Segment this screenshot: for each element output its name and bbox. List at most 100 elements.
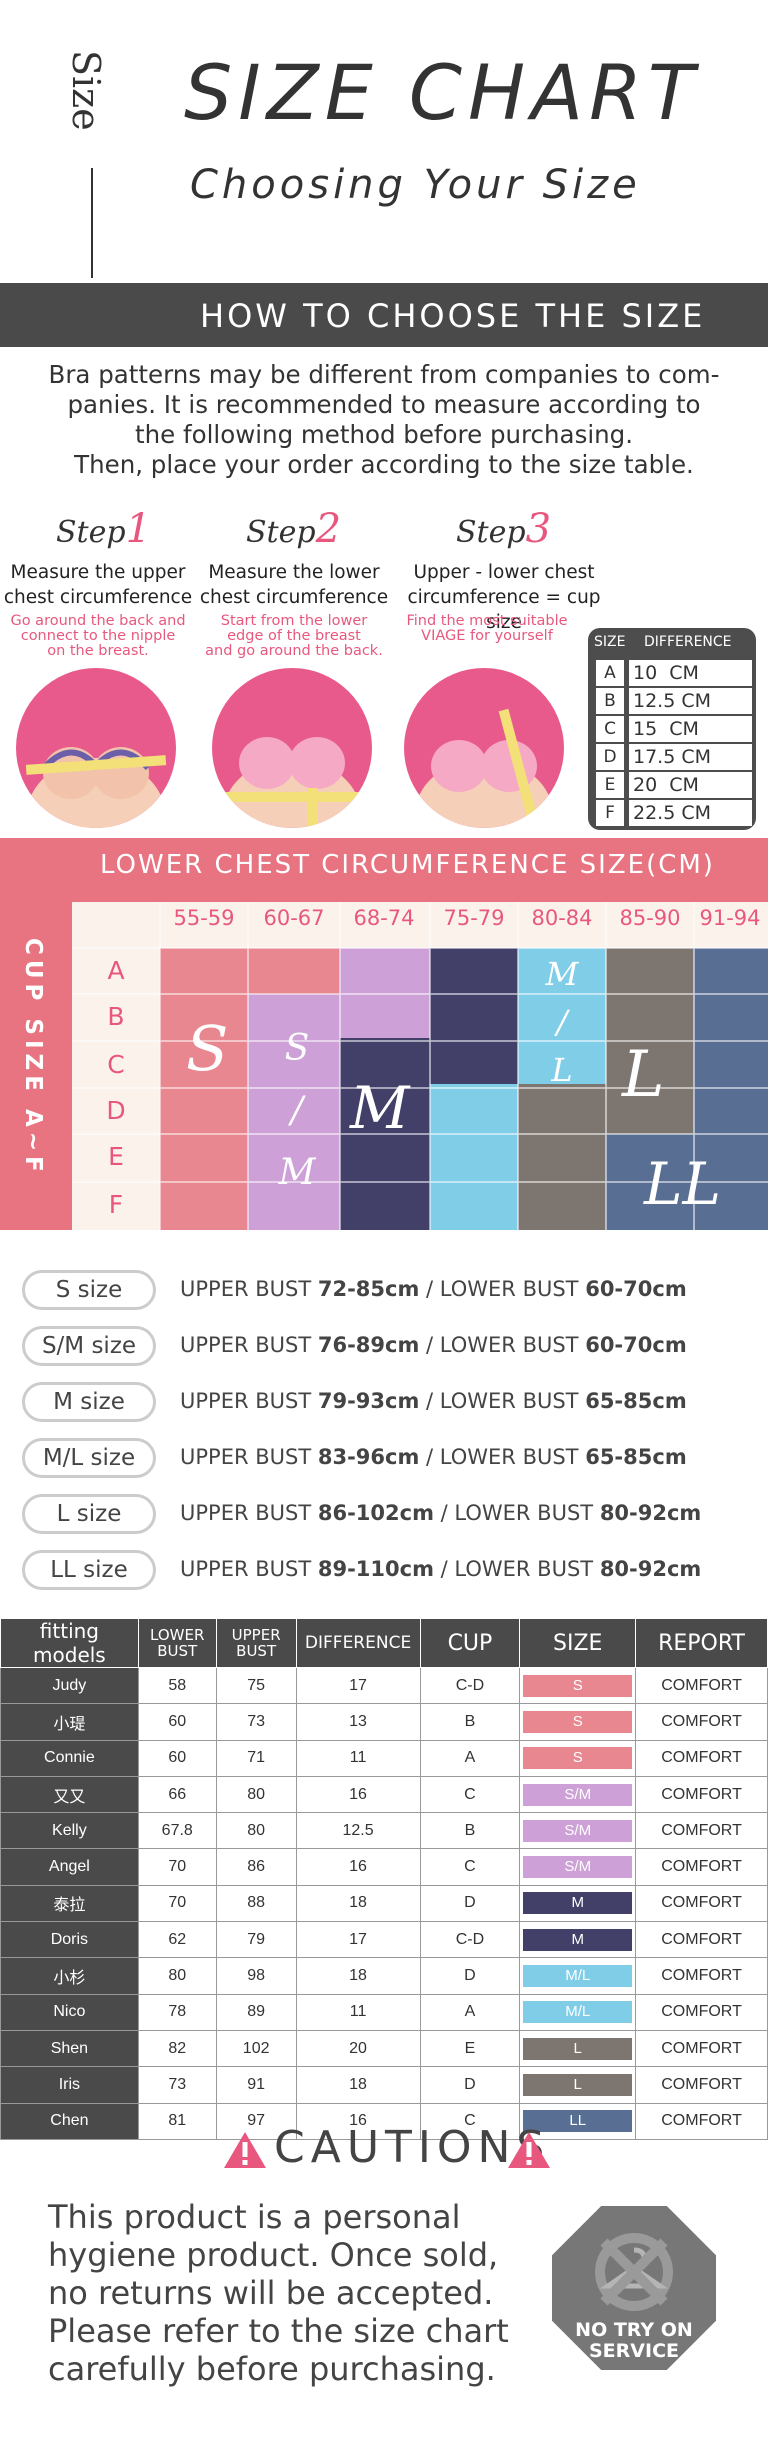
column-header: 55-59 bbox=[173, 906, 235, 930]
size-cell: L bbox=[519, 2066, 637, 2104]
size-cell: M bbox=[519, 1921, 637, 1959]
column-header: 80-84 bbox=[531, 906, 593, 930]
size-badge: S bbox=[523, 1747, 633, 1770]
size-badge: M bbox=[523, 1928, 633, 1951]
size-badge: S/M bbox=[523, 1856, 633, 1879]
cup-cell: C bbox=[419, 1775, 521, 1814]
report-cell: COMFORT bbox=[635, 1739, 768, 1777]
upper-bust-cell: 97 bbox=[215, 2102, 297, 2140]
column-header: LOWER BUST bbox=[137, 1618, 217, 1668]
size-cell: M/L bbox=[519, 1993, 637, 2031]
lower-bust-cell: 60 bbox=[137, 1739, 217, 1777]
size-range: UPPER BUST 89-110cm / LOWER BUST 80-92cm bbox=[180, 1557, 702, 1581]
size-cell: S bbox=[519, 1739, 637, 1777]
zone-ml bbox=[518, 948, 606, 1084]
size-cell: M/L bbox=[519, 1957, 637, 1995]
table-row: Chen 81 97 16 C LL COMFORT bbox=[0, 2102, 768, 2140]
size-cell: M bbox=[519, 1884, 637, 1923]
grid-title: LOWER CHEST CIRCUMFERENCE SIZE(CM) bbox=[100, 850, 715, 880]
row-header: F bbox=[108, 1190, 124, 1219]
row-header: A bbox=[107, 956, 125, 985]
report-cell: COMFORT bbox=[635, 1848, 768, 1886]
table-row: Nico 78 89 11 A M/L COMFORT bbox=[0, 1993, 768, 2031]
lower-bust-cell: 82 bbox=[137, 2029, 217, 2068]
grid-lines bbox=[72, 902, 768, 1230]
cup-cell: C bbox=[419, 1848, 521, 1886]
table-row: 小瑅 60 73 13 B S COMFORT bbox=[0, 1703, 768, 1741]
difference-cell: 17 bbox=[295, 1921, 421, 1959]
cup-cell: C bbox=[419, 2102, 521, 2140]
difference-row: D 17.5 CM bbox=[596, 744, 752, 770]
size-pill: S/M size bbox=[22, 1326, 156, 1366]
difference-cell: 11 bbox=[295, 1993, 421, 2031]
size-badge: S bbox=[523, 1710, 633, 1733]
cup-cell: A bbox=[419, 1993, 521, 2031]
upper-bust-cell: 98 bbox=[215, 1957, 297, 1995]
difference-row: F 22.5 CM bbox=[596, 800, 752, 826]
difference-cell: 20 bbox=[295, 2029, 421, 2068]
size-badge: S/M bbox=[523, 1819, 633, 1842]
step-1-hint: Go around the back and connect to the nip… bbox=[10, 613, 186, 659]
size-pill: S size bbox=[22, 1270, 156, 1310]
size-cell: S/M bbox=[519, 1812, 637, 1850]
table-row: 泰拉 70 88 18 D M COMFORT bbox=[0, 1884, 768, 1923]
cup-cell: A bbox=[419, 1739, 521, 1777]
page-title: SIZE CHART bbox=[184, 48, 701, 137]
step-2-label: Step2 bbox=[246, 506, 342, 552]
report-cell: COMFORT bbox=[635, 1812, 768, 1850]
zone-label-s: S bbox=[186, 1012, 229, 1085]
column-header: 68-74 bbox=[353, 906, 415, 930]
size-cell: S/M bbox=[519, 1775, 637, 1814]
report-cell: COMFORT bbox=[635, 1993, 768, 2031]
model-name: 又又 bbox=[0, 1775, 139, 1814]
grid-side-band bbox=[0, 902, 72, 1230]
model-name: Shen bbox=[0, 2029, 139, 2068]
zone-s bbox=[160, 948, 248, 1230]
model-name: Connie bbox=[0, 1739, 139, 1777]
cup-cell: B bbox=[419, 1812, 521, 1850]
column-header: 75-79 bbox=[443, 906, 505, 930]
model-name: Chen bbox=[0, 2102, 139, 2140]
lower-bust-cell: 62 bbox=[137, 1921, 217, 1959]
size-badge: M/L bbox=[523, 2001, 633, 2024]
difference-row: E 20 CM bbox=[596, 772, 752, 798]
difference-cell: 16 bbox=[295, 2102, 421, 2140]
cautions-text: This product is a personal hygiene produ… bbox=[48, 2198, 509, 2388]
model-name: Kelly bbox=[0, 1812, 139, 1850]
report-cell: COMFORT bbox=[635, 1775, 768, 1814]
intro-line: panies. It is recommended to measure acc… bbox=[67, 390, 701, 419]
model-name: Angel bbox=[0, 1848, 139, 1886]
cup-size-label: CUP SIZE A~F bbox=[20, 938, 46, 1177]
hanger-crossed-icon bbox=[595, 2233, 673, 2311]
size-range: UPPER BUST 86-102cm / LOWER BUST 80-92cm bbox=[180, 1501, 702, 1525]
difference-row: B 12.5 CM bbox=[596, 688, 752, 714]
size-pill: L size bbox=[22, 1494, 156, 1534]
table-row: 小杉 80 98 18 D M/L COMFORT bbox=[0, 1957, 768, 1995]
difference-row: A 10 CM bbox=[596, 660, 752, 686]
upper-bust-cell: 86 bbox=[215, 1848, 297, 1886]
lower-bust-cell: 60 bbox=[137, 1703, 217, 1741]
lower-bust-cell: 58 bbox=[137, 1666, 217, 1705]
difference-cell: 18 bbox=[295, 1884, 421, 1923]
size-badge: M bbox=[523, 1892, 633, 1915]
size-pill: M size bbox=[22, 1382, 156, 1422]
zone-sm bbox=[340, 948, 430, 1038]
difference-header-value: DIFFERENCE bbox=[644, 634, 732, 650]
table-row: Judy 58 75 17 C-D S COMFORT bbox=[0, 1666, 768, 1705]
step-3-label: Step3 bbox=[456, 506, 552, 552]
side-word: Size bbox=[64, 50, 108, 131]
column-header: 60-67 bbox=[263, 906, 325, 930]
page-subtitle: Choosing Your Size bbox=[190, 162, 641, 208]
model-name: 小杉 bbox=[0, 1957, 139, 1995]
size-cell: S/M bbox=[519, 1848, 637, 1886]
model-name: 泰拉 bbox=[0, 1884, 139, 1923]
column-header: fitting models bbox=[0, 1618, 139, 1668]
zone-s bbox=[248, 948, 340, 994]
table-row: Angel 70 86 16 C S/M COMFORT bbox=[0, 1848, 768, 1886]
step-3-illustration bbox=[404, 668, 564, 828]
grid-header-band bbox=[0, 838, 768, 902]
model-name: Judy bbox=[0, 1666, 139, 1705]
column-header: DIFFERENCE bbox=[295, 1618, 421, 1668]
column-header: REPORT bbox=[635, 1618, 768, 1668]
size-range: UPPER BUST 83-96cm / LOWER BUST 65-85cm bbox=[180, 1445, 687, 1469]
